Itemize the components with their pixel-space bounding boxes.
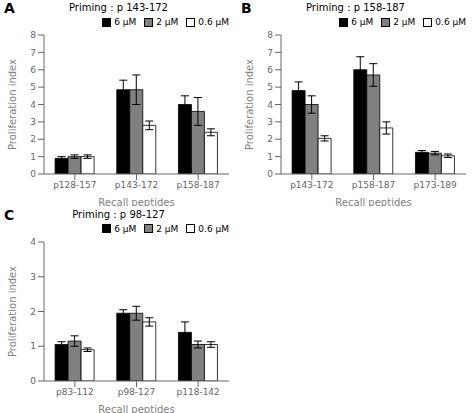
svg-text:p118-142: p118-142 xyxy=(177,387,220,397)
svg-text:2: 2 xyxy=(30,134,36,144)
svg-text:3: 3 xyxy=(267,117,273,127)
svg-text:p128-157: p128-157 xyxy=(53,180,96,190)
svg-text:0: 0 xyxy=(30,169,36,179)
html-text:6 μM: 6 μM xyxy=(114,223,137,234)
html-text:2 μM: 2 μM xyxy=(156,223,179,234)
html-text:Priming : p 158-187: Priming : p 158-187 xyxy=(306,2,405,13)
html-text:B: B xyxy=(241,0,252,16)
html-text:2 μM: 2 μM xyxy=(156,17,179,27)
svg-text:4: 4 xyxy=(30,100,36,110)
svg-text:Proliferation index: Proliferation index xyxy=(8,59,18,150)
svg-text:1: 1 xyxy=(30,152,36,162)
svg-text:4: 4 xyxy=(30,237,36,247)
svg-text:8: 8 xyxy=(30,30,36,40)
svg-text:3: 3 xyxy=(30,117,36,127)
html-text:0.6 μM: 0.6 μM xyxy=(435,17,466,27)
html-text:C: C xyxy=(4,206,15,223)
svg-text:Proliferation index: Proliferation index xyxy=(8,265,18,356)
svg-text:7: 7 xyxy=(30,48,36,58)
svg-text:4: 4 xyxy=(267,100,273,110)
svg-text:p143-172: p143-172 xyxy=(290,180,333,190)
svg-text:6: 6 xyxy=(30,65,36,75)
html-text:A: A xyxy=(4,0,15,16)
svg-text:3: 3 xyxy=(30,271,36,281)
svg-text:Recall peptides: Recall peptides xyxy=(98,197,174,206)
svg-text:5: 5 xyxy=(30,82,36,92)
html-text:6 μM: 6 μM xyxy=(114,17,137,27)
svg-text:0: 0 xyxy=(267,169,273,179)
svg-text:Proliferation index: Proliferation index xyxy=(244,59,255,150)
html-text:0.6 μM: 0.6 μM xyxy=(198,223,229,234)
svg-text:p98-127: p98-127 xyxy=(118,387,156,397)
svg-text:p158-187: p158-187 xyxy=(177,180,220,190)
svg-text:0: 0 xyxy=(30,376,36,386)
svg-text:6: 6 xyxy=(267,65,273,75)
html-text:6 μM: 6 μM xyxy=(351,17,374,27)
html-text:Priming : p 98-127: Priming : p 98-127 xyxy=(72,208,165,220)
svg-text:2: 2 xyxy=(30,306,36,316)
svg-text:1: 1 xyxy=(267,152,273,162)
svg-text:2: 2 xyxy=(267,134,273,144)
html-text:2 μM: 2 μM xyxy=(393,17,416,27)
svg-text:7: 7 xyxy=(267,48,273,58)
html-text:0.6 μM: 0.6 μM xyxy=(198,17,229,27)
svg-text:p173-189: p173-189 xyxy=(414,180,458,190)
svg-text:Recall peptides: Recall peptides xyxy=(335,197,411,206)
svg-text:p143-172: p143-172 xyxy=(115,180,158,190)
svg-text:8: 8 xyxy=(267,30,273,40)
svg-text:p158-187: p158-187 xyxy=(352,180,395,190)
svg-text:5: 5 xyxy=(267,82,273,92)
svg-text:Recall peptides: Recall peptides xyxy=(98,404,174,413)
svg-text:p83-112: p83-112 xyxy=(56,387,94,397)
svg-text:1: 1 xyxy=(30,341,36,351)
html-text:Priming : p 143-172: Priming : p 143-172 xyxy=(69,2,168,13)
